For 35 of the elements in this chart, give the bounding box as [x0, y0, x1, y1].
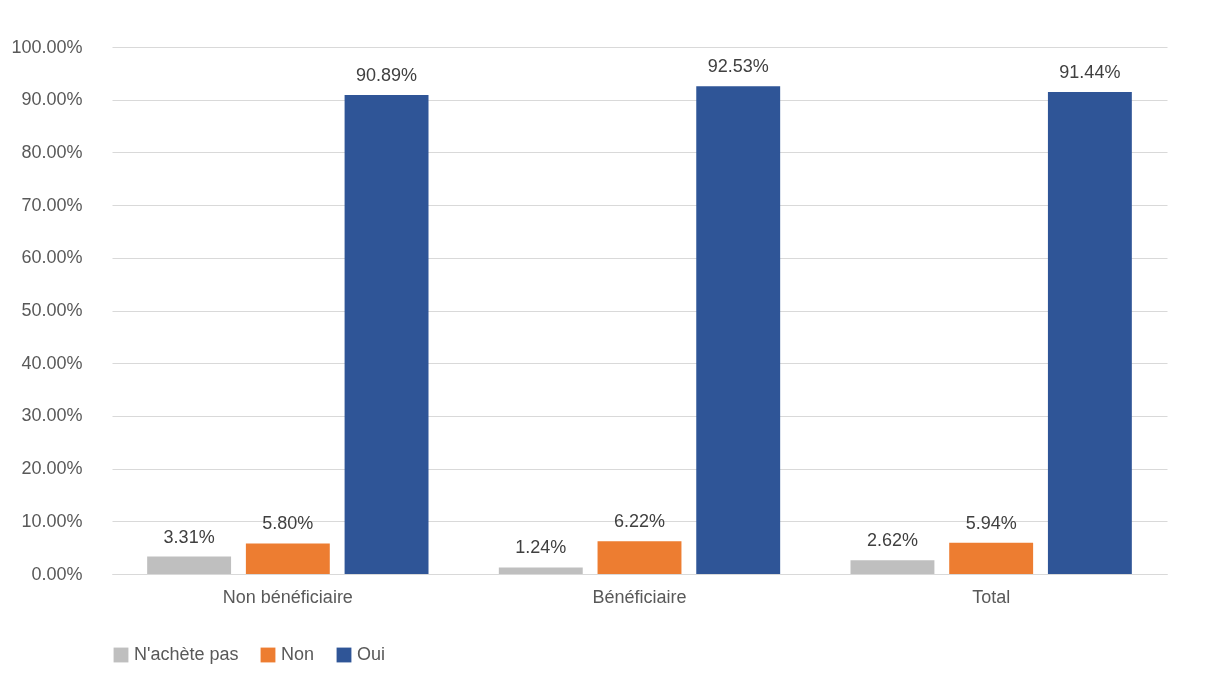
data-label: 92.53%	[707, 56, 769, 77]
y-tick-label: 30.00%	[21, 405, 83, 426]
y-tick-label: 40.00%	[21, 352, 83, 373]
data-label: 5.94%	[965, 512, 1017, 533]
bar	[850, 560, 935, 574]
bar	[597, 541, 682, 574]
bar	[1047, 92, 1132, 574]
legend-label: N'achète pas	[134, 644, 239, 664]
y-tick-label: 20.00%	[21, 458, 83, 479]
data-label: 2.62%	[866, 530, 918, 551]
x-tick-label: Bénéficiaire	[592, 586, 687, 607]
data-label: 90.89%	[356, 65, 418, 86]
data-label: 3.31%	[163, 526, 215, 547]
y-tick-label: 90.00%	[21, 89, 83, 110]
data-label: 6.22%	[613, 511, 666, 532]
y-tick-label: 60.00%	[21, 247, 83, 268]
legend-label: Oui	[357, 644, 386, 664]
y-tick-label: 10.00%	[21, 510, 83, 531]
legend-label: Non	[281, 644, 315, 664]
bar	[696, 86, 781, 574]
bar	[147, 556, 232, 574]
data-label: 91.44%	[1059, 62, 1121, 83]
bar	[949, 542, 1034, 574]
y-tick-label: 50.00%	[21, 300, 83, 320]
bar	[498, 567, 583, 574]
data-label: 1.24%	[515, 537, 567, 558]
bar	[245, 543, 330, 574]
x-tick-label: Non bénéficiaire	[222, 586, 353, 607]
x-tick-label: Total	[972, 586, 1011, 607]
y-tick-label: 80.00%	[21, 141, 83, 162]
y-tick-label: 70.00%	[21, 194, 83, 215]
data-label: 5.80%	[262, 513, 314, 534]
bar	[344, 95, 429, 574]
y-tick-label: 100.00%	[11, 36, 83, 57]
y-tick-label: 0.00%	[31, 563, 83, 584]
